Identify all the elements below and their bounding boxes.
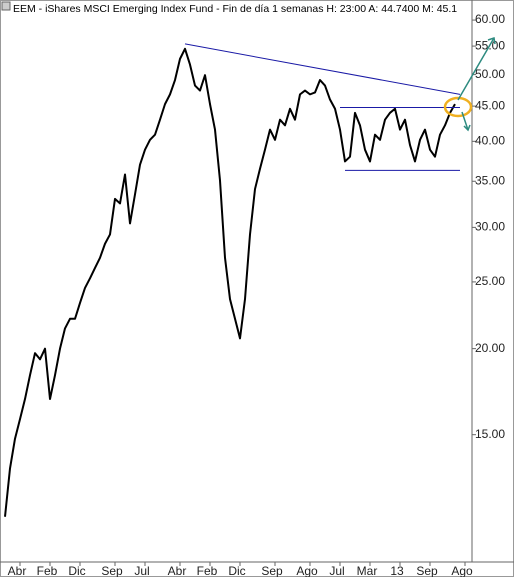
- projection-arrow: [461, 111, 469, 131]
- x-tick-label: Sep: [416, 564, 438, 577]
- x-tick-label: Jul: [329, 564, 344, 577]
- arrow-head: [487, 37, 496, 45]
- projection-arrow: [457, 37, 495, 101]
- title-icon: [1, 1, 11, 11]
- y-tick-label: 30.00: [475, 220, 505, 234]
- x-tick-label: 13: [390, 564, 404, 577]
- x-tick-label: Abr: [168, 564, 187, 577]
- x-tick-label: Feb: [197, 564, 218, 577]
- y-tick-label: 20.00: [475, 341, 505, 355]
- y-tick-label: 45.00: [475, 98, 505, 112]
- y-tick-label: 50.00: [475, 67, 505, 81]
- y-tick-label: 60.00: [475, 12, 505, 26]
- y-tick-label: 35.00: [475, 173, 505, 187]
- x-tick-label: Abr: [8, 564, 27, 577]
- trend-line: [184, 43, 461, 95]
- x-tick-label: Dic: [68, 564, 85, 577]
- arrow-head: [463, 124, 471, 132]
- x-tick-label: Dic: [228, 564, 245, 577]
- x-tick-label: Feb: [37, 564, 58, 577]
- y-tick-label: 15.00: [475, 427, 505, 441]
- highlight-ellipse: [443, 96, 473, 118]
- x-tick-label: Jul: [134, 564, 149, 577]
- y-tick-label: 40.00: [475, 134, 505, 148]
- price-line: [4, 47, 456, 517]
- x-tick-label: Mar: [357, 564, 378, 577]
- chart-title: EEM - iShares MSCI Emerging Index Fund -…: [13, 3, 457, 15]
- x-tick-label: Sep: [101, 564, 123, 577]
- x-tick-label: Ago: [451, 564, 473, 577]
- x-tick-label: Ago: [296, 564, 318, 577]
- y-tick-label: 25.00: [475, 274, 505, 288]
- x-tick-label: Sep: [261, 564, 283, 577]
